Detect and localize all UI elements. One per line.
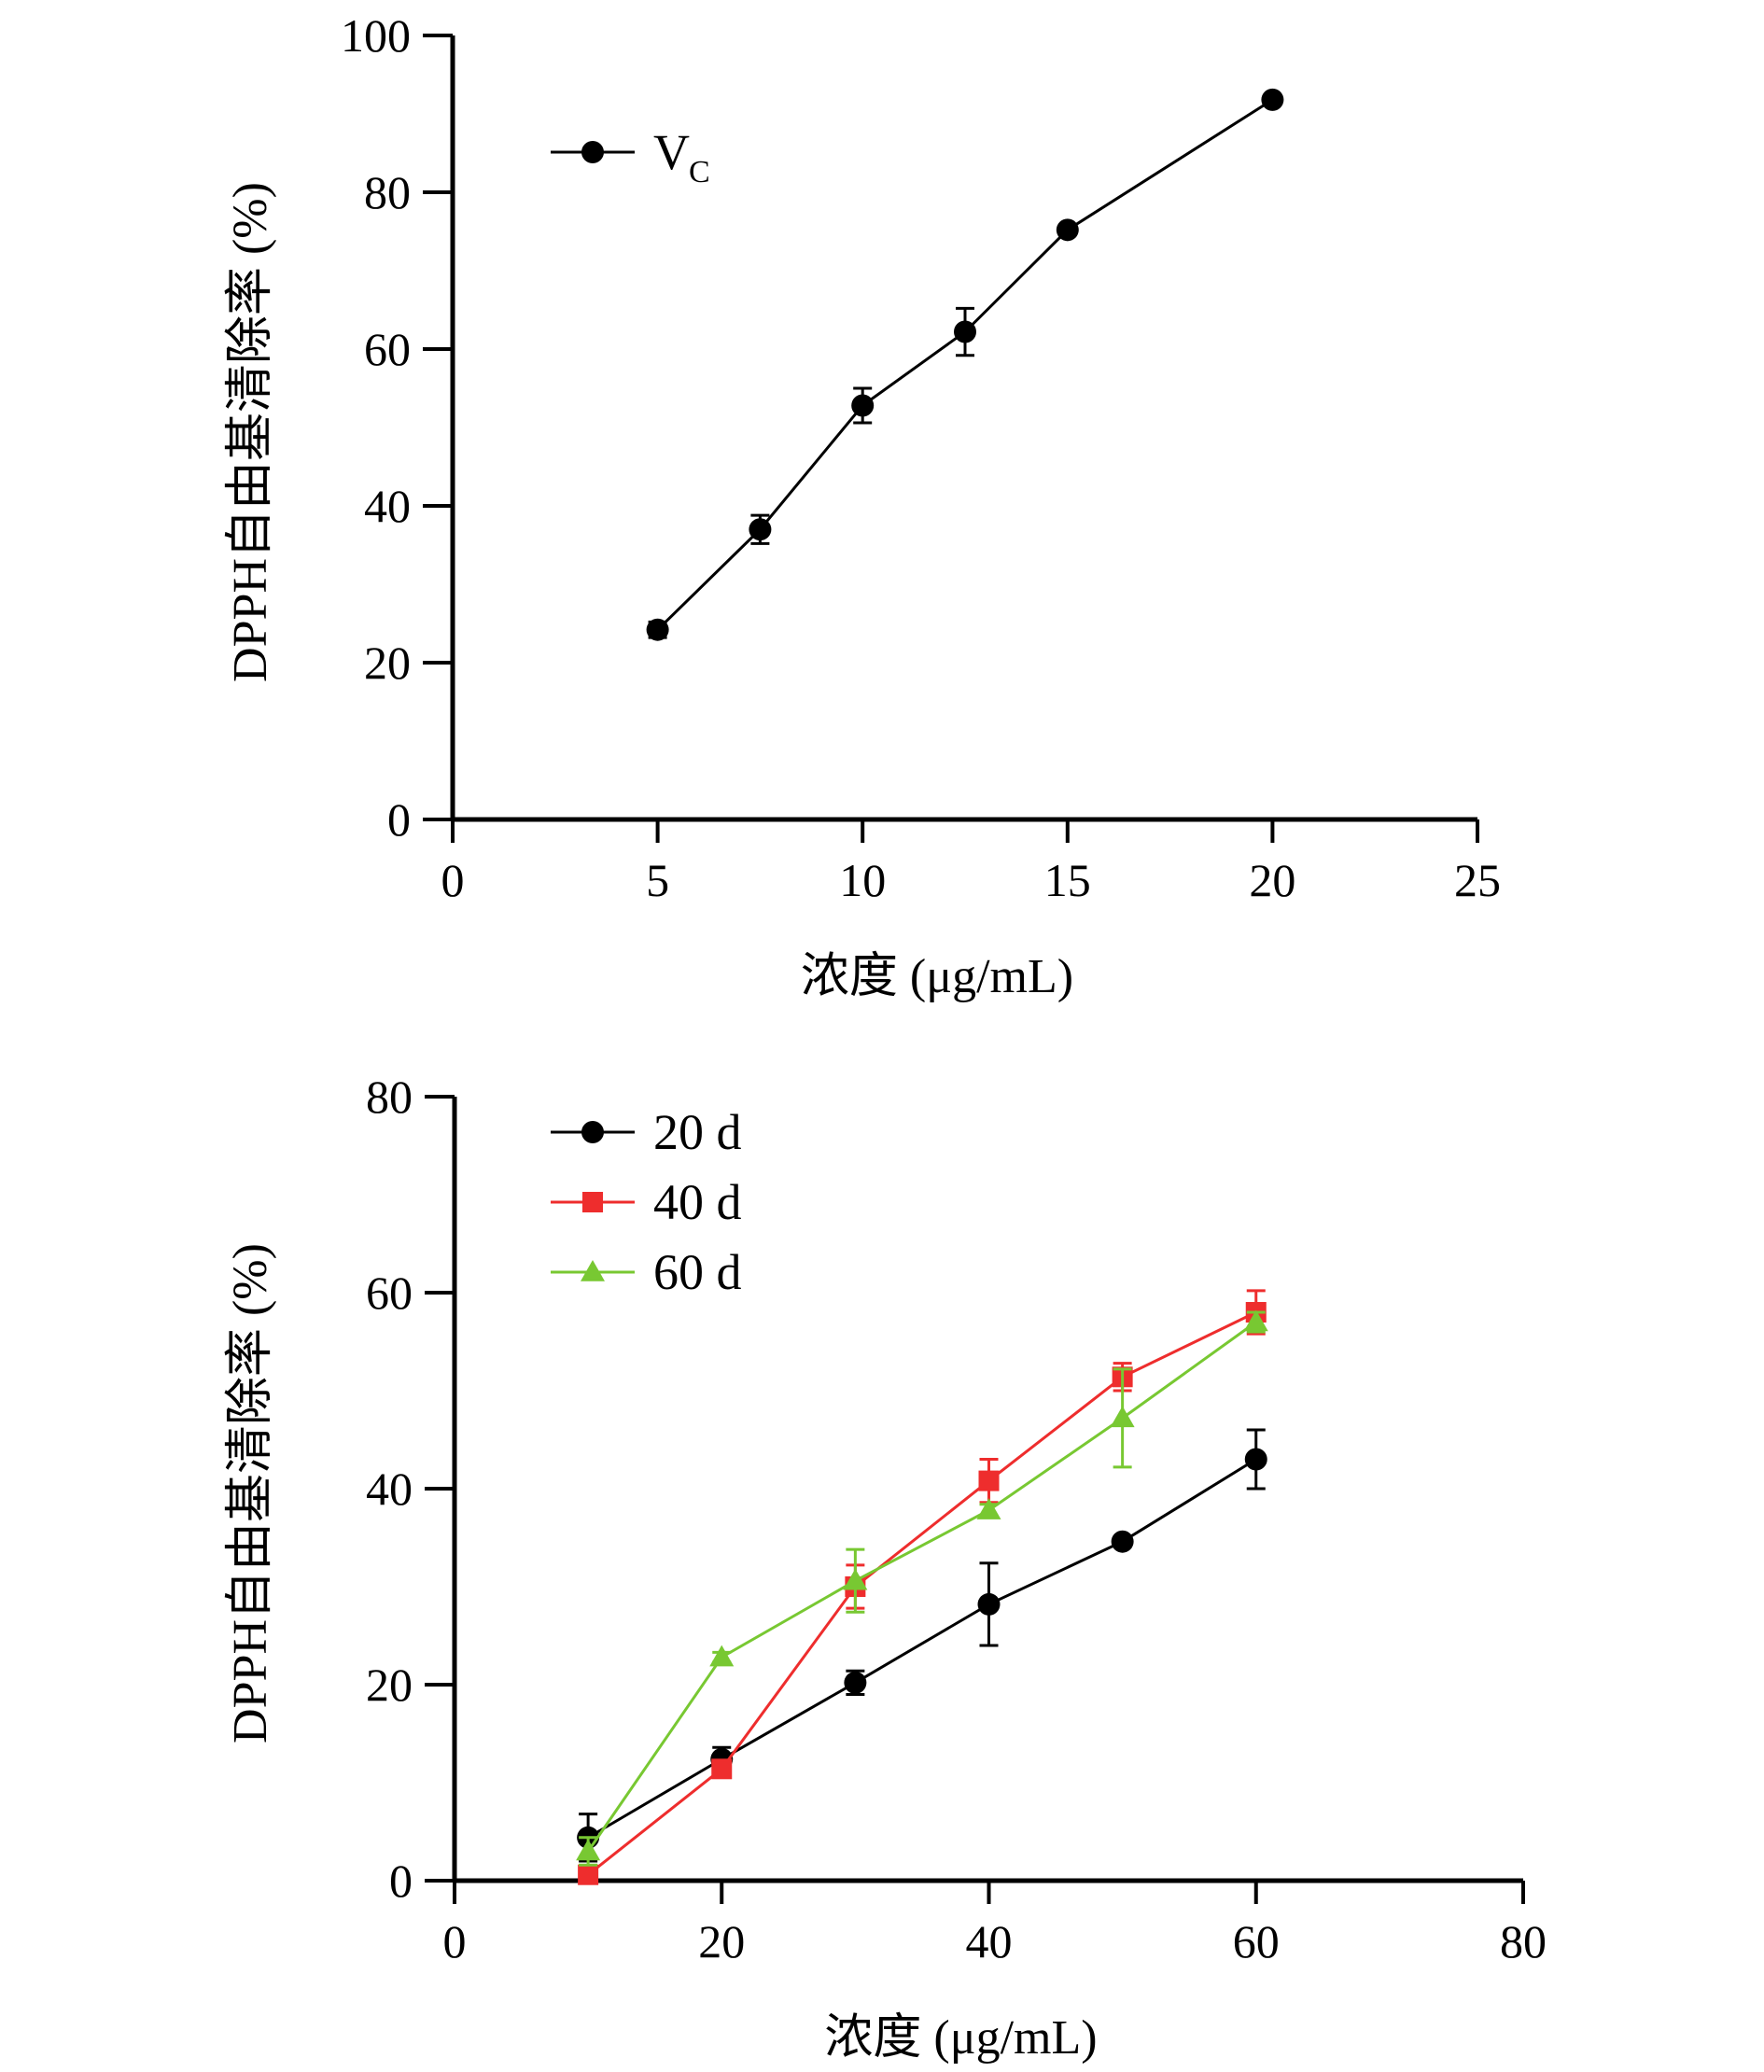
x-tick-label: 25	[1454, 854, 1501, 906]
x-tick-label: 5	[646, 854, 669, 906]
data-point	[978, 1470, 1000, 1491]
y-axis-title: DPPH自由基清除率 (%)	[224, 1243, 277, 1743]
data-point	[844, 1671, 867, 1694]
legend-label-subscript: C	[689, 155, 710, 189]
series-line	[587, 1458, 1257, 1840]
y-tick-label: 100	[341, 9, 411, 62]
data-point	[1243, 1309, 1268, 1332]
data-point	[576, 1839, 601, 1861]
legend-label: V	[653, 124, 690, 180]
data-point	[976, 1498, 1001, 1519]
y-tick-label: 40	[366, 1463, 413, 1515]
legend-marker	[582, 1192, 603, 1212]
x-tick-label: 0	[441, 854, 465, 906]
y-tick-label: 0	[387, 793, 411, 846]
series-line	[587, 1310, 1257, 1876]
x-axis-title: 浓度 (μg/mL)	[824, 2011, 1097, 2065]
data-point	[1056, 218, 1079, 242]
y-axis-title: DPPH自由基清除率 (%)	[224, 182, 277, 682]
x-tick-label: 20	[1249, 854, 1295, 906]
y-tick-label: 0	[389, 1855, 413, 1907]
data-point	[977, 1592, 1001, 1616]
series-line	[656, 98, 1274, 631]
x-axis-title: 浓度 (μg/mL)	[801, 950, 1073, 1003]
y-tick-label: 60	[364, 323, 411, 375]
series-60-d	[576, 1309, 1268, 1867]
x-tick-label: 10	[839, 854, 886, 906]
x-tick-label: 20	[698, 1915, 745, 1967]
x-tick-label: 60	[1233, 1915, 1280, 1967]
x-tick-label: 15	[1044, 854, 1091, 906]
series-V	[646, 88, 1284, 641]
data-point	[646, 618, 669, 641]
data-point	[1110, 1406, 1135, 1428]
series-40-d	[578, 1289, 1267, 1885]
data-point	[843, 1568, 868, 1590]
legend-marker	[581, 141, 604, 163]
legend-item-20-d: 20 d	[551, 1104, 742, 1160]
legend-label: 20 d	[653, 1104, 742, 1160]
y-tick-label: 60	[366, 1267, 413, 1319]
legend-marker	[581, 1121, 604, 1143]
data-point	[1111, 1530, 1134, 1553]
y-tick-label: 40	[364, 480, 411, 532]
series-line	[586, 1321, 1257, 1853]
data-point	[709, 1645, 735, 1667]
x-tick-label: 40	[966, 1915, 1013, 1967]
y-tick-label: 20	[366, 1659, 413, 1711]
data-point	[1261, 88, 1284, 111]
data-point	[711, 1758, 733, 1780]
data-point	[1244, 1448, 1267, 1471]
x-tick-label: 80	[1500, 1915, 1547, 1967]
y-tick-label: 80	[364, 166, 411, 218]
data-point	[578, 1864, 599, 1885]
legend-label: 40 d	[653, 1174, 742, 1230]
y-tick-label: 20	[364, 637, 411, 689]
legend-marker	[581, 1260, 605, 1281]
data-point	[954, 320, 976, 343]
chart-2: 0 20 40 60 80 0 20 40 60 80 浓度 (μg/mL) DPPH自由基清除率 (…	[224, 1071, 1547, 2065]
y-tick-label: 80	[366, 1071, 413, 1123]
chart-1: 0 5 10 15 20 25 0 20 40 60 80 100 浓度 (μg/mL) DPPH自由基清…	[224, 9, 1501, 1003]
data-point	[749, 518, 772, 541]
series-20-d	[577, 1428, 1267, 1863]
legend-item-40-d: 40 d	[551, 1174, 742, 1230]
x-tick-label: 0	[443, 1915, 467, 1967]
data-point	[851, 394, 875, 417]
legend-label: 60 d	[653, 1244, 742, 1300]
legend-item-60-d: 60 d	[551, 1244, 742, 1300]
